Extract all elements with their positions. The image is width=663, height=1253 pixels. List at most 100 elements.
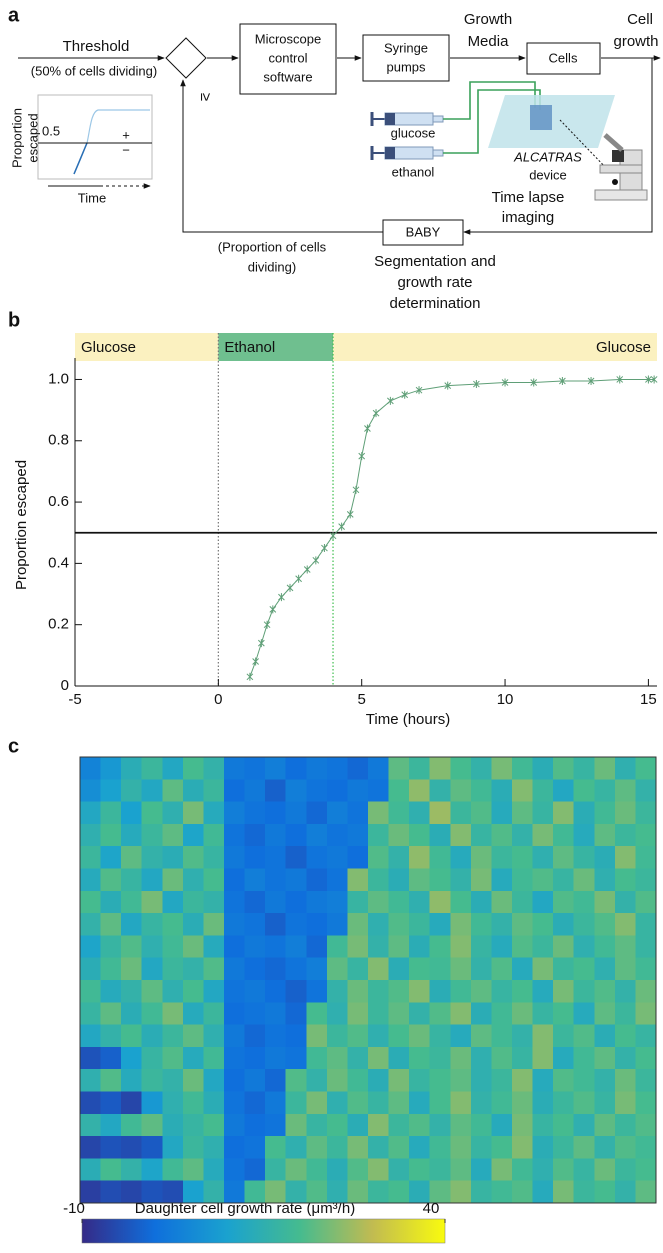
marker <box>321 544 328 553</box>
heat-cell <box>573 1113 595 1137</box>
heat-cell <box>470 1158 492 1182</box>
heat-cell <box>265 1113 287 1137</box>
heat-cell <box>347 1158 369 1182</box>
heat-cell <box>388 1024 410 1048</box>
heat-cell <box>80 757 102 780</box>
marker <box>364 424 371 433</box>
heat-cell <box>244 890 266 914</box>
heat-cell <box>326 1158 348 1182</box>
heat-cell <box>368 1091 390 1115</box>
heat-cell <box>614 1136 636 1159</box>
heat-cell <box>121 1091 143 1115</box>
heat-cell <box>491 890 513 914</box>
heat-cell <box>141 801 163 825</box>
heat-cell <box>244 935 266 959</box>
heat-cell <box>594 913 616 936</box>
x-tick-label: 0 <box>214 691 222 708</box>
heat-cell <box>244 1069 266 1092</box>
heat-cell <box>80 846 102 869</box>
heat-cell <box>141 1113 163 1137</box>
heat-cell <box>224 1091 246 1115</box>
heat-cell <box>470 868 492 892</box>
heat-cell <box>512 868 534 892</box>
heat-cell <box>573 779 595 803</box>
heat-cell <box>265 1136 287 1159</box>
heat-cell <box>141 935 163 959</box>
colorbar <box>81 1218 446 1244</box>
heat-cell <box>512 1069 534 1092</box>
heat-cell <box>368 890 390 914</box>
heat-cell <box>224 890 246 914</box>
heat-cell <box>80 1069 102 1092</box>
heat-cell <box>450 957 472 981</box>
marker <box>329 531 337 540</box>
panel-label: a <box>8 4 20 26</box>
inset-curve <box>73 142 88 175</box>
heat-cell <box>553 1024 575 1048</box>
heat-cell <box>512 1136 534 1159</box>
heat-cell <box>553 935 575 959</box>
heat-cell <box>429 1180 451 1204</box>
panel-c: c Daughter cell growth rate (μm³/h) -10 4… <box>8 735 657 1244</box>
heat-cell <box>553 823 575 847</box>
heat-cell <box>409 1113 431 1137</box>
heat-cell <box>429 846 451 869</box>
inset-box <box>37 94 153 180</box>
heat-cell <box>368 1024 390 1048</box>
heat-cell <box>203 868 225 892</box>
heat-cell <box>285 1091 307 1115</box>
heat-cell <box>162 1136 184 1159</box>
marker <box>387 396 394 405</box>
heat-cell <box>121 1113 143 1137</box>
heat-cell <box>409 801 431 825</box>
heat-cell <box>512 1046 534 1070</box>
heat-cell <box>306 757 328 780</box>
heat-cell <box>573 1091 595 1115</box>
device-chamber <box>530 105 552 130</box>
heat-cell <box>100 1136 122 1159</box>
heat-cell <box>285 1046 307 1070</box>
heat-cell <box>573 801 595 825</box>
heat-cell <box>141 1158 163 1182</box>
heat-cell <box>347 1046 369 1070</box>
heat-cell <box>100 957 122 981</box>
heat-cell <box>182 1002 204 1026</box>
heat-cell <box>80 1091 102 1115</box>
heat-cell <box>80 913 102 936</box>
heat-cell <box>368 980 390 1003</box>
heat-cell <box>409 1046 431 1070</box>
marker <box>415 386 423 395</box>
heat-cell <box>368 846 390 869</box>
heat-cell <box>512 757 534 780</box>
heat-cell <box>635 1046 657 1070</box>
heat-cell <box>182 868 204 892</box>
heat-cell <box>121 913 143 936</box>
marker <box>650 375 658 384</box>
heat-cell <box>141 1180 163 1204</box>
node-box <box>362 34 450 82</box>
heat-cell <box>265 980 287 1003</box>
heat-cell <box>368 757 390 780</box>
heat-cell <box>285 779 307 803</box>
heat-cell <box>532 1024 554 1048</box>
heat-cell <box>388 846 410 869</box>
heat-cell <box>573 1024 595 1048</box>
media-label: Glucose <box>596 339 651 356</box>
heat-cell <box>347 757 369 780</box>
heat-cell <box>635 1158 657 1182</box>
node-label: software <box>263 69 312 84</box>
edge-label: Media <box>468 33 510 50</box>
heat-cell <box>429 935 451 959</box>
heat-cell <box>306 823 328 847</box>
heat-cell <box>224 1180 246 1204</box>
y-tick-label: 0.8 <box>48 432 69 449</box>
heat-cell <box>429 1091 451 1115</box>
heat-cell <box>409 1002 431 1026</box>
threshold-note: (50% of cells dividing) <box>31 63 157 78</box>
heat-cell <box>203 980 225 1003</box>
heat-cell <box>347 846 369 869</box>
heat-cell <box>265 1180 287 1204</box>
heat-cell <box>347 890 369 914</box>
heat-cell <box>512 1002 534 1026</box>
